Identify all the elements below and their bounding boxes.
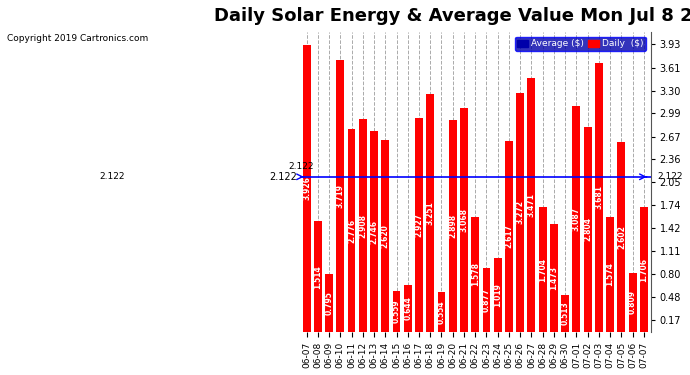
Bar xyxy=(584,127,591,332)
Bar xyxy=(359,119,366,332)
Bar xyxy=(618,142,625,332)
Text: 1.019: 1.019 xyxy=(493,283,502,307)
Text: 0.877: 0.877 xyxy=(482,288,491,312)
Text: 3.087: 3.087 xyxy=(572,207,581,231)
Bar xyxy=(448,120,457,332)
Bar xyxy=(348,129,355,332)
Text: Copyright 2019 Cartronics.com: Copyright 2019 Cartronics.com xyxy=(7,34,148,43)
Bar xyxy=(539,207,546,332)
Title: Daily Solar Energy & Average Value Mon Jul 8 20:29: Daily Solar Energy & Average Value Mon J… xyxy=(214,7,690,25)
Bar xyxy=(595,63,603,332)
Bar xyxy=(505,141,513,332)
Text: 2.898: 2.898 xyxy=(448,214,457,238)
Bar xyxy=(640,207,648,332)
Text: 2.927: 2.927 xyxy=(415,213,424,237)
Bar xyxy=(527,78,535,332)
Bar xyxy=(325,274,333,332)
Bar xyxy=(629,273,637,332)
Bar xyxy=(415,118,423,332)
Bar xyxy=(370,131,378,332)
Text: 3.272: 3.272 xyxy=(515,200,524,224)
Text: 2.746: 2.746 xyxy=(370,220,379,244)
Bar xyxy=(516,93,524,332)
Text: 0.795: 0.795 xyxy=(324,291,333,315)
Text: 2.602: 2.602 xyxy=(617,225,626,249)
Text: 0.554: 0.554 xyxy=(437,300,446,324)
Text: 3.471: 3.471 xyxy=(527,193,536,217)
Text: 0.809: 0.809 xyxy=(628,291,637,315)
Bar xyxy=(437,291,446,332)
Bar xyxy=(471,217,479,332)
Text: 1.473: 1.473 xyxy=(549,266,558,290)
Bar xyxy=(426,94,434,332)
Text: 2.617: 2.617 xyxy=(504,224,513,248)
Text: 2.122: 2.122 xyxy=(269,172,297,182)
Text: 1.514: 1.514 xyxy=(313,265,322,289)
Bar xyxy=(382,140,389,332)
Text: 3.251: 3.251 xyxy=(426,201,435,225)
Bar xyxy=(460,108,468,332)
Text: 0.644: 0.644 xyxy=(403,297,412,321)
Bar xyxy=(482,268,491,332)
Text: 3.926: 3.926 xyxy=(302,177,311,200)
Text: 1.574: 1.574 xyxy=(606,262,615,286)
Text: 2.122: 2.122 xyxy=(288,162,314,171)
Text: 0.513: 0.513 xyxy=(561,302,570,325)
Bar xyxy=(550,224,558,332)
Bar xyxy=(573,106,580,332)
Text: 1.578: 1.578 xyxy=(471,262,480,286)
Bar xyxy=(607,217,614,332)
Text: 1.706: 1.706 xyxy=(640,258,649,282)
Bar xyxy=(336,60,344,332)
Text: 0.559: 0.559 xyxy=(392,300,401,324)
Bar xyxy=(561,294,569,332)
Text: 2.776: 2.776 xyxy=(347,219,356,243)
Text: 3.681: 3.681 xyxy=(594,185,603,209)
Text: 2.122: 2.122 xyxy=(99,172,124,181)
Bar xyxy=(393,291,400,332)
Legend: Average ($), Daily  ($): Average ($), Daily ($) xyxy=(515,37,646,51)
Text: 2.804: 2.804 xyxy=(583,217,592,242)
Bar xyxy=(494,258,502,332)
Text: 3.068: 3.068 xyxy=(460,208,469,232)
Text: 3.719: 3.719 xyxy=(336,184,345,208)
Text: 2.908: 2.908 xyxy=(358,214,367,238)
Bar xyxy=(314,221,322,332)
Text: 2.122: 2.122 xyxy=(658,172,683,181)
Text: 1.704: 1.704 xyxy=(538,258,547,282)
Bar xyxy=(404,285,412,332)
Bar xyxy=(303,45,311,332)
Text: 2.620: 2.620 xyxy=(381,224,390,248)
